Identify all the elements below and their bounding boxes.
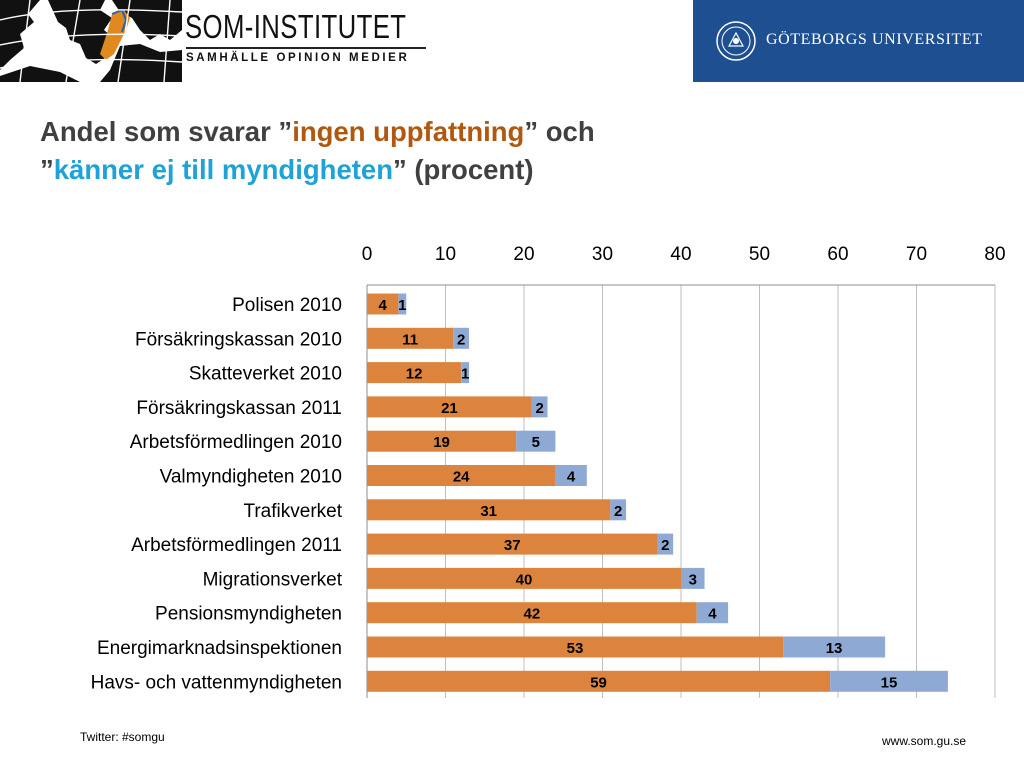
- bar-segment-blue: [783, 636, 886, 658]
- title-highlight-no-opinion: ingen uppfattning: [292, 116, 525, 147]
- bar-segment-orange: [367, 670, 831, 692]
- bar-segment-orange: [367, 602, 697, 624]
- bar-segment-blue: [531, 396, 548, 418]
- category-label: Havs- och vattenmyndigheten: [91, 672, 342, 693]
- bar-segment-orange: [367, 499, 611, 521]
- bar-segment-blue: [453, 327, 470, 349]
- header: SOM-INSTITUTET SAMHÄLLE OPINION MEDIER G…: [0, 0, 1024, 82]
- data-label: 15: [881, 674, 898, 691]
- data-label: 24: [453, 469, 470, 486]
- data-label: 2: [661, 537, 669, 554]
- bar-segment-blue: [830, 670, 948, 692]
- bar-segment-orange: [367, 430, 517, 452]
- data-label: 2: [614, 503, 622, 520]
- data-label: 53: [567, 640, 584, 657]
- bar-segment-orange: [367, 533, 658, 555]
- data-label: 11: [402, 331, 418, 348]
- university-name: GÖTEBORGS UNIVERSITET: [766, 31, 983, 48]
- bar-segment-blue: [398, 293, 407, 315]
- x-tick-label: 30: [592, 244, 613, 265]
- data-label: 37: [504, 537, 521, 554]
- x-tick-label: 80: [984, 244, 1005, 265]
- brand-subtitle: SAMHÄLLE OPINION MEDIER: [186, 52, 410, 64]
- bar-segment-blue: [610, 499, 627, 521]
- bar-segment-orange: [367, 396, 532, 418]
- data-label: 40: [516, 571, 533, 588]
- bar-segment-orange: [367, 327, 454, 349]
- bar-segment-orange: [367, 567, 681, 589]
- category-label: Energimarknadsinspektionen: [97, 638, 342, 659]
- footer-url: www.som.gu.se: [882, 734, 967, 748]
- data-label: 21: [441, 400, 458, 417]
- data-label: 13: [826, 640, 843, 657]
- title-highlight-unknown-agency: känner ej till myndigheten: [53, 154, 393, 185]
- category-label: Arbetsförmedlingen 2011: [131, 535, 342, 556]
- data-label: 31: [480, 503, 497, 520]
- title-text-4: ” (procent): [393, 154, 534, 185]
- bar-segment-blue: [516, 430, 556, 452]
- bar-segment-blue: [657, 533, 674, 555]
- slide-title: Andel som svarar ”ingen uppfattning” och…: [40, 113, 595, 189]
- x-tick-label: 10: [435, 244, 456, 265]
- data-label: 12: [406, 366, 423, 383]
- x-tick-label: 50: [749, 244, 770, 265]
- title-text-2: ” och: [524, 116, 595, 147]
- data-label: 4: [379, 297, 388, 314]
- data-label: 3: [689, 571, 697, 588]
- data-label: 2: [457, 331, 465, 348]
- bar-segment-blue: [681, 567, 705, 589]
- category-label: Trafikverket: [243, 501, 342, 522]
- bar-segment-orange: [367, 465, 556, 486]
- x-tick-label: 60: [827, 244, 848, 265]
- footer-twitter: Twitter: #somgu: [80, 730, 165, 744]
- bar-segment-orange: [367, 362, 462, 384]
- x-tick-label: 40: [670, 244, 691, 265]
- data-label: 1: [461, 366, 469, 383]
- university-seal-icon: [716, 21, 756, 61]
- bar-segment-orange: [367, 293, 399, 315]
- bar-segment-blue: [696, 602, 729, 624]
- category-label: Arbetsförmedlingen 2010: [130, 432, 342, 453]
- bar-segment-blue: [555, 465, 587, 486]
- category-label: Skatteverket 2010: [189, 364, 342, 385]
- bar-segment-orange: [367, 636, 784, 658]
- brand-title: SOM-INSTITUTET: [185, 8, 407, 45]
- data-label: 5: [532, 434, 540, 451]
- university-banner: [693, 0, 1024, 82]
- category-label: Pensionsmyndigheten: [155, 604, 342, 625]
- data-label: 2: [536, 400, 544, 417]
- slide-title-line-2: ”känner ej till myndigheten” (procent): [40, 151, 595, 189]
- category-label: Valmyndigheten 2010: [160, 467, 342, 488]
- scandinavia-map-logo: [0, 0, 182, 82]
- data-label: 59: [590, 674, 607, 691]
- data-label: 4: [567, 469, 576, 486]
- category-label: Polisen 2010: [232, 295, 342, 316]
- brand-divider: [186, 47, 426, 49]
- bar-segment-blue: [461, 362, 470, 384]
- data-label: 1: [398, 297, 406, 314]
- x-tick-label: 70: [906, 244, 927, 265]
- data-label: 4: [708, 606, 717, 623]
- title-text-3: ”: [40, 154, 54, 185]
- x-tick-label: 0: [362, 244, 373, 265]
- slide-title-line-1: Andel som svarar ”ingen uppfattning” och: [40, 113, 595, 151]
- category-label: Försäkringskassan 2010: [135, 329, 342, 350]
- data-label: 42: [524, 606, 541, 623]
- x-tick-label: 20: [513, 244, 534, 265]
- data-label: 19: [433, 434, 450, 451]
- title-text-1: Andel som svarar ”: [40, 116, 293, 147]
- category-label: Migrationsverket: [203, 569, 343, 590]
- category-label: Försäkringskassan 2011: [136, 398, 342, 419]
